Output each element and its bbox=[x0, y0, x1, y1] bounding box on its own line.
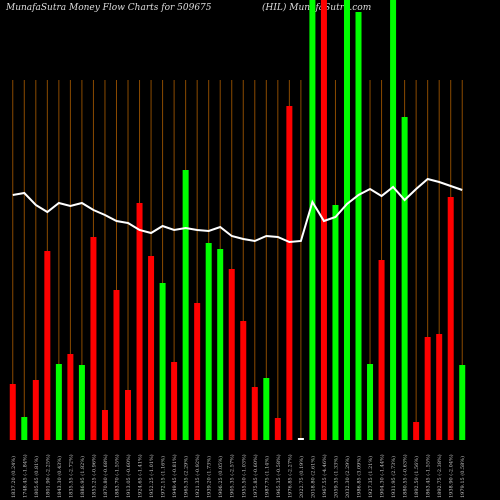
x-tick-label: 1967.55 (-4.46%) bbox=[321, 454, 328, 498]
x-tick-label: 1979.15 (0.58%) bbox=[459, 456, 466, 498]
x-tick-label: 1939.20 (1.73%) bbox=[206, 456, 213, 498]
bar bbox=[67, 354, 74, 440]
bar bbox=[182, 170, 189, 440]
x-tick-label: 1906.25 (0.05%) bbox=[217, 456, 224, 498]
x-tick-label: 2022.75 (0.19%) bbox=[298, 456, 305, 498]
x-tick-label: 1801.90 (-2.25%) bbox=[44, 454, 51, 498]
bar bbox=[286, 106, 293, 440]
x-tick-label: 1972.15 (1.16%) bbox=[160, 456, 167, 498]
x-tick-label: 1837.20 (0.24%) bbox=[10, 456, 17, 498]
x-tick-label: 1955.50 (-1.03%) bbox=[240, 454, 247, 498]
bar bbox=[101, 410, 108, 440]
x-tick-label: 1938.90 (-2.04%) bbox=[448, 454, 455, 498]
bar bbox=[228, 269, 235, 440]
bar bbox=[401, 117, 408, 440]
x-tick-label: 1853.25 (-0.96%) bbox=[90, 454, 97, 498]
x-tick-label: 1975.85 (-0.60%) bbox=[252, 454, 259, 498]
bar bbox=[90, 237, 97, 440]
bar bbox=[136, 203, 143, 440]
bar bbox=[424, 337, 431, 440]
bar bbox=[21, 417, 28, 440]
x-tick-label: 2018.80 (2.61%) bbox=[309, 456, 316, 498]
bar bbox=[171, 362, 178, 440]
chart-subtitle: (HIL) MunafaSutra.com bbox=[262, 2, 371, 13]
x-tick-label: 1921.35 (-0.92%) bbox=[194, 454, 201, 498]
bar bbox=[251, 387, 258, 440]
x-tick-label: 1976.85 (-2.27%) bbox=[286, 454, 293, 498]
bar bbox=[367, 364, 374, 440]
bar bbox=[32, 380, 39, 440]
x-tick-label: 2032.30 (2.29%) bbox=[344, 456, 351, 498]
bar bbox=[55, 364, 62, 440]
x-tick-label: 1843.30 (0.43%) bbox=[56, 456, 63, 498]
bar bbox=[297, 438, 304, 440]
x-tick-label: 1927.35 (1.21%) bbox=[367, 456, 374, 498]
x-tick-label: 1880.55 (-0.63%) bbox=[402, 454, 409, 498]
bar bbox=[436, 334, 443, 440]
bar bbox=[355, 12, 362, 440]
bar bbox=[9, 384, 16, 440]
bar bbox=[205, 243, 212, 440]
bar bbox=[125, 390, 132, 440]
x-tick-label: 1892.75 (-2.38%) bbox=[436, 454, 443, 498]
x-tick-label: 1892.50 (1.56%) bbox=[413, 456, 420, 498]
x-tick-label: 1986.85 (3.09%) bbox=[356, 456, 363, 498]
bar bbox=[413, 422, 420, 440]
bar bbox=[240, 321, 247, 440]
chart-title: MunafaSutra Money Flow Charts for 509675 bbox=[5, 3, 212, 13]
bar bbox=[332, 205, 339, 440]
x-tick-label: 1835.55 (-2.72%) bbox=[67, 454, 74, 498]
x-tick-label: 1886.95 (1.82%) bbox=[79, 456, 86, 498]
x-tick-label: 1987.75 (1.14%) bbox=[263, 456, 270, 498]
bar bbox=[263, 378, 270, 440]
x-tick-label: 1748.45 (-1.84%) bbox=[21, 454, 28, 498]
bar bbox=[78, 365, 85, 440]
x-tick-label: 2059.35 (1.33%) bbox=[332, 456, 339, 498]
price-line bbox=[12, 177, 463, 244]
bar bbox=[113, 290, 120, 440]
x-tick-label: 1965.35 (2.29%) bbox=[183, 456, 190, 498]
bar bbox=[343, 0, 350, 440]
bar bbox=[274, 418, 281, 440]
bar bbox=[390, 0, 397, 440]
x-tick-label: 1924.65 (-1.41%) bbox=[137, 454, 144, 498]
x-tick-label: 1805.65 (0.81%) bbox=[33, 456, 40, 498]
x-tick-label: 1863.45 (-1.55%) bbox=[425, 454, 432, 498]
x-tick-label: 1904.30 (-1.44%) bbox=[379, 454, 386, 498]
x-tick-label: 1905.35 (-2.57%) bbox=[229, 454, 236, 498]
bar bbox=[44, 251, 51, 440]
bar bbox=[309, 0, 316, 440]
bar bbox=[217, 249, 224, 440]
x-tick-label: 1949.45 (-0.81%) bbox=[171, 454, 178, 498]
x-tick-label: 1913.05 (-0.60%) bbox=[125, 454, 132, 498]
bar bbox=[148, 256, 155, 440]
bar bbox=[378, 260, 385, 440]
bar bbox=[447, 197, 454, 440]
bar bbox=[194, 303, 201, 440]
x-tick-label: 1883.70 (-1.55%) bbox=[113, 454, 120, 498]
x-tick-label: 1952.25 (-1.01%) bbox=[148, 454, 155, 498]
bar bbox=[459, 365, 466, 440]
x-tick-label: 1965.35 (-0.58%) bbox=[275, 454, 282, 498]
bar bbox=[159, 283, 166, 440]
x-tick-label: 1870.80 (-0.68%) bbox=[102, 454, 109, 498]
x-tick-label: 1931.95 (2.73%) bbox=[390, 456, 397, 498]
